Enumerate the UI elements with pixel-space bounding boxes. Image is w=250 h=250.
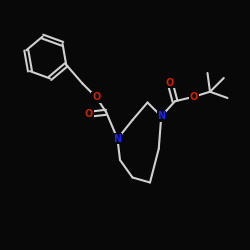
Text: N: N: [157, 111, 165, 121]
Text: O: O: [92, 92, 100, 102]
Text: N: N: [114, 134, 122, 144]
Text: O: O: [84, 109, 93, 119]
Text: O: O: [166, 78, 174, 88]
Text: O: O: [190, 92, 198, 102]
